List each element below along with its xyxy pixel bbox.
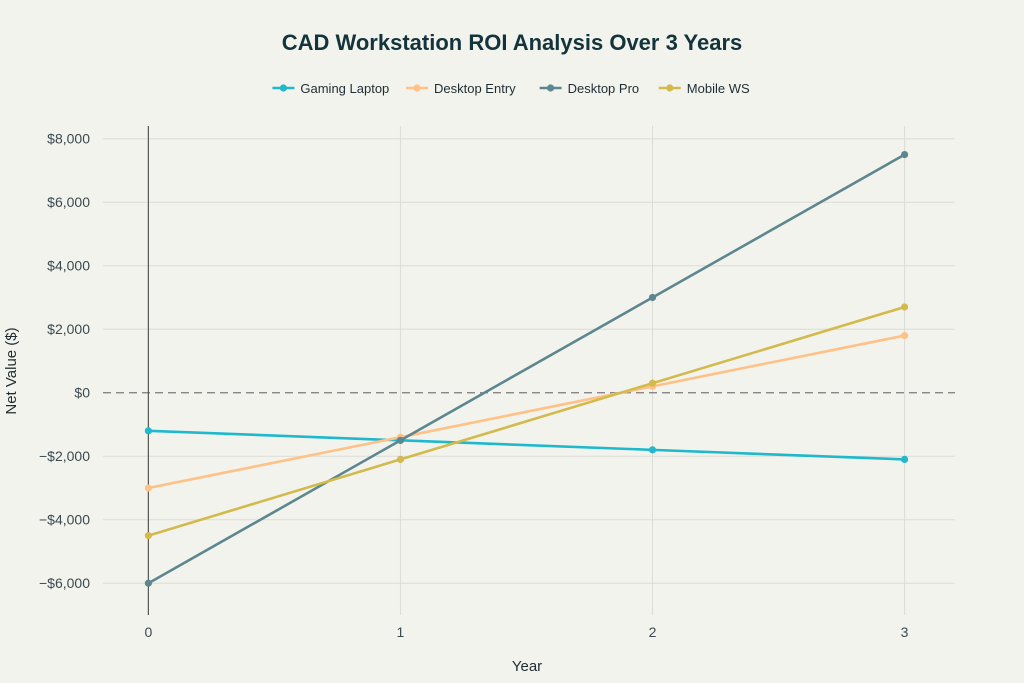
data-point-desktop-entry	[900, 331, 909, 340]
data-point-desktop-pro	[396, 436, 405, 444]
grid	[103, 126, 955, 615]
y-tick-label: −$4,000	[39, 512, 90, 528]
y-tick-label: −$6,000	[39, 575, 90, 591]
series-line-desktop-entry	[148, 334, 905, 490]
x-tick-label: 3	[901, 624, 909, 640]
y-tick-label: −$2,000	[39, 448, 90, 464]
series-desktop-entry	[144, 331, 909, 492]
series-line-desktop-pro	[147, 153, 906, 585]
series-mobile-ws	[144, 303, 909, 540]
y-tick-label: $4,000	[47, 258, 90, 274]
legend-item-desktop-pro: Desktop Pro	[539, 81, 640, 96]
legend-swatch-marker	[413, 84, 421, 92]
legend-label: Gaming Laptop	[300, 81, 389, 96]
y-tick-label: $6,000	[47, 194, 90, 210]
series-line-gaming-laptop	[148, 429, 905, 461]
data-point-mobile-ws	[648, 379, 657, 387]
y-axis-label: Net Value ($)	[3, 327, 20, 414]
data-point-desktop-entry	[144, 484, 152, 492]
data-point-desktop-pro	[648, 293, 657, 302]
data-point-gaming-laptop	[648, 446, 657, 454]
legend-label: Mobile WS	[687, 81, 750, 96]
x-axis-label: Year	[512, 658, 542, 675]
legend-label: Desktop Entry	[434, 81, 516, 96]
series-line-mobile-ws	[147, 305, 905, 537]
data-point-mobile-ws	[144, 532, 152, 540]
legend: Gaming Laptop Desktop Entry Desktop Pro Mob…	[272, 81, 750, 96]
y-tick-label: $2,000	[47, 321, 90, 337]
legend-swatch-marker	[666, 84, 674, 92]
legend-item-desktop-entry: Desktop Entry	[406, 81, 516, 96]
data-point-gaming-laptop	[900, 455, 909, 464]
y-tick-label: $8,000	[47, 131, 90, 147]
series-layer	[144, 150, 909, 587]
data-point-mobile-ws	[396, 455, 405, 464]
data-point-mobile-ws	[900, 303, 909, 311]
x-tick-label: 2	[649, 624, 657, 640]
y-tick-label: $0	[74, 385, 90, 401]
data-point-desktop-pro	[900, 150, 909, 159]
series-desktop-pro	[144, 150, 909, 587]
legend-swatch-marker	[547, 84, 555, 92]
legend-item-gaming-laptop: Gaming Laptop	[272, 81, 389, 96]
data-point-gaming-laptop	[144, 427, 152, 435]
data-point-desktop-pro	[144, 579, 152, 587]
legend-item-mobile-ws: Mobile WS	[658, 81, 750, 96]
legend-swatch-marker	[279, 84, 287, 92]
x-tick-label: 0	[144, 624, 152, 640]
chart-title: CAD Workstation ROI Analysis Over 3 Year…	[282, 30, 743, 55]
legend-label: Desktop Pro	[568, 81, 640, 96]
series-gaming-laptop	[144, 427, 909, 464]
x-tick-label: 1	[397, 624, 405, 640]
axes: $8,000 $6,000 $4,000 $2,000 $0 −$2,000 −$4,000…	[39, 126, 955, 640]
